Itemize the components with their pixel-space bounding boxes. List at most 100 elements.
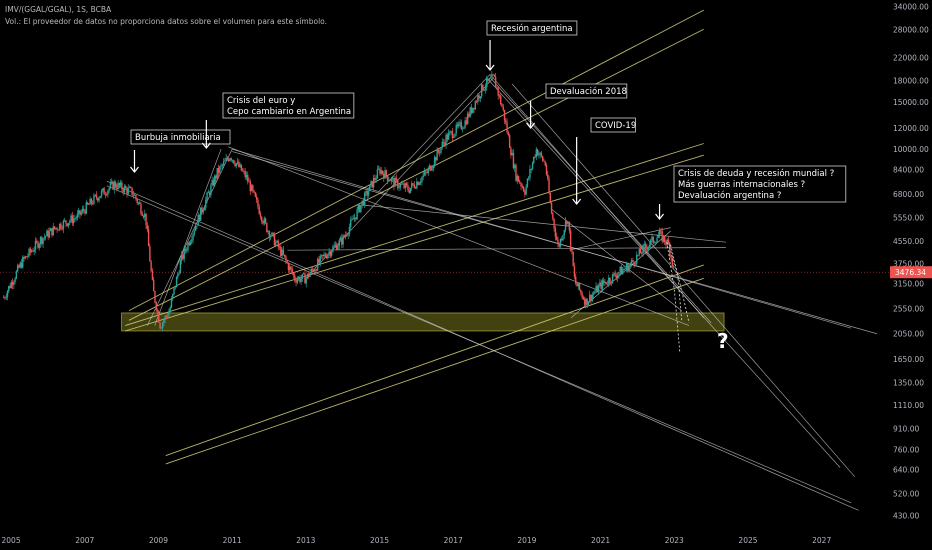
candle-body-266 [341,237,343,245]
candle-body-170 [219,166,221,173]
candle-body-166 [214,175,216,186]
candle-body-307 [393,178,395,187]
candle-body-485 [619,266,621,273]
candle-body-123 [159,322,161,329]
candle-body-63 [83,208,85,211]
candle-body-384 [491,74,493,78]
candle-body-233 [299,277,301,282]
candle-body-17 [24,256,26,259]
candle-body-56 [74,218,76,220]
candle-body-134 [173,287,175,294]
candle-body-40 [53,226,56,229]
candle-body-77 [100,190,103,197]
candle-body-386 [493,74,496,77]
candle-body-393 [502,106,504,110]
candle-body-59 [77,210,80,214]
candle-body-333 [426,172,428,174]
candle-body-438 [559,238,562,247]
candle-body-151 [194,225,197,231]
candle-body-477 [609,277,611,283]
candle-body-173 [222,161,225,166]
candle-body-422 [539,152,541,155]
candle-body-327 [418,182,421,185]
candle-body-275 [352,218,354,220]
annotation-arrowhead-2 [485,64,495,71]
candle-body-369 [472,107,474,113]
candle-body-510 [651,236,653,240]
candle-body-293 [375,178,377,180]
candle-body-141 [182,254,184,259]
candle-body-53 [70,215,72,221]
candle-body-106 [137,202,140,204]
candle-body-122 [158,311,160,323]
candle-body-352 [450,131,452,133]
candle-body-51 [67,222,70,226]
candle-body-305 [390,178,393,182]
candle-body-231 [296,279,299,283]
candle-body-82 [107,190,109,195]
candle-body-125 [161,322,164,328]
candle-body-472 [602,280,605,283]
y-tick-label-4: 15000.00 [893,98,929,107]
candle-body-340 [435,157,437,161]
chart-symbol-title: IMV/(GGAL/GGAL), 1S, BCBA [5,5,112,14]
candle-body-239 [306,273,309,279]
candle-body-182 [234,163,236,167]
candle-body-330 [422,175,424,178]
channel-line-1 [128,28,704,321]
candle-body-328 [419,181,422,183]
candle-body-74 [97,197,99,201]
candle-body-66 [86,202,89,205]
candle-body-365 [466,113,469,125]
candle-body-181 [233,159,235,164]
candle-body-262 [336,244,338,250]
candle-body-36 [48,231,51,238]
candle-body-15 [22,257,24,268]
y-tick-label-17: 1110.00 [893,401,924,410]
candle-body-50 [66,223,68,226]
candle-body-76 [99,196,101,198]
candle-body-86 [112,181,114,190]
candle-body-0 [2,297,5,299]
candle-body-118 [152,279,155,292]
candle-body-498 [636,254,638,264]
candle-body-505 [644,244,647,248]
candle-body-318 [407,185,409,191]
candle-body-183 [235,163,238,167]
candle-body-483 [616,274,619,279]
candle-body-375 [479,96,482,99]
candle-body-480 [613,273,615,275]
projection-path-1 [666,242,681,353]
candle-body-374 [478,95,480,99]
candle-body-424 [541,156,544,161]
candle-body-354 [452,136,455,138]
candle-body-21 [29,248,32,252]
candle-body-8 [13,281,15,286]
candle-body-373 [477,95,479,102]
candle-body-397 [507,132,510,136]
candle-body-196 [252,185,254,191]
candle-body-55 [72,218,75,224]
y-tick-label-3: 18000.00 [893,77,929,86]
candle-body-244 [313,269,315,272]
candle-body-205 [263,218,265,224]
candle-body-451 [576,283,578,287]
candle-body-519 [662,236,665,242]
candle-body-164 [211,180,213,186]
candle-body-209 [268,231,271,238]
candle-body-133 [172,293,174,299]
candle-body-417 [533,156,535,163]
candle-body-367 [469,107,471,117]
candle-body-513 [655,242,657,244]
candle-body-392 [501,104,503,107]
candle-body-466 [595,286,597,292]
candle-body-319 [408,190,410,193]
candle-body-361 [461,128,464,130]
candle-body-101 [131,187,133,195]
candle-body-357 [456,124,459,127]
candle-body-446 [569,230,572,250]
candle-body-440 [562,235,564,241]
candle-body-428 [547,174,549,179]
candle-body-432 [552,213,554,219]
